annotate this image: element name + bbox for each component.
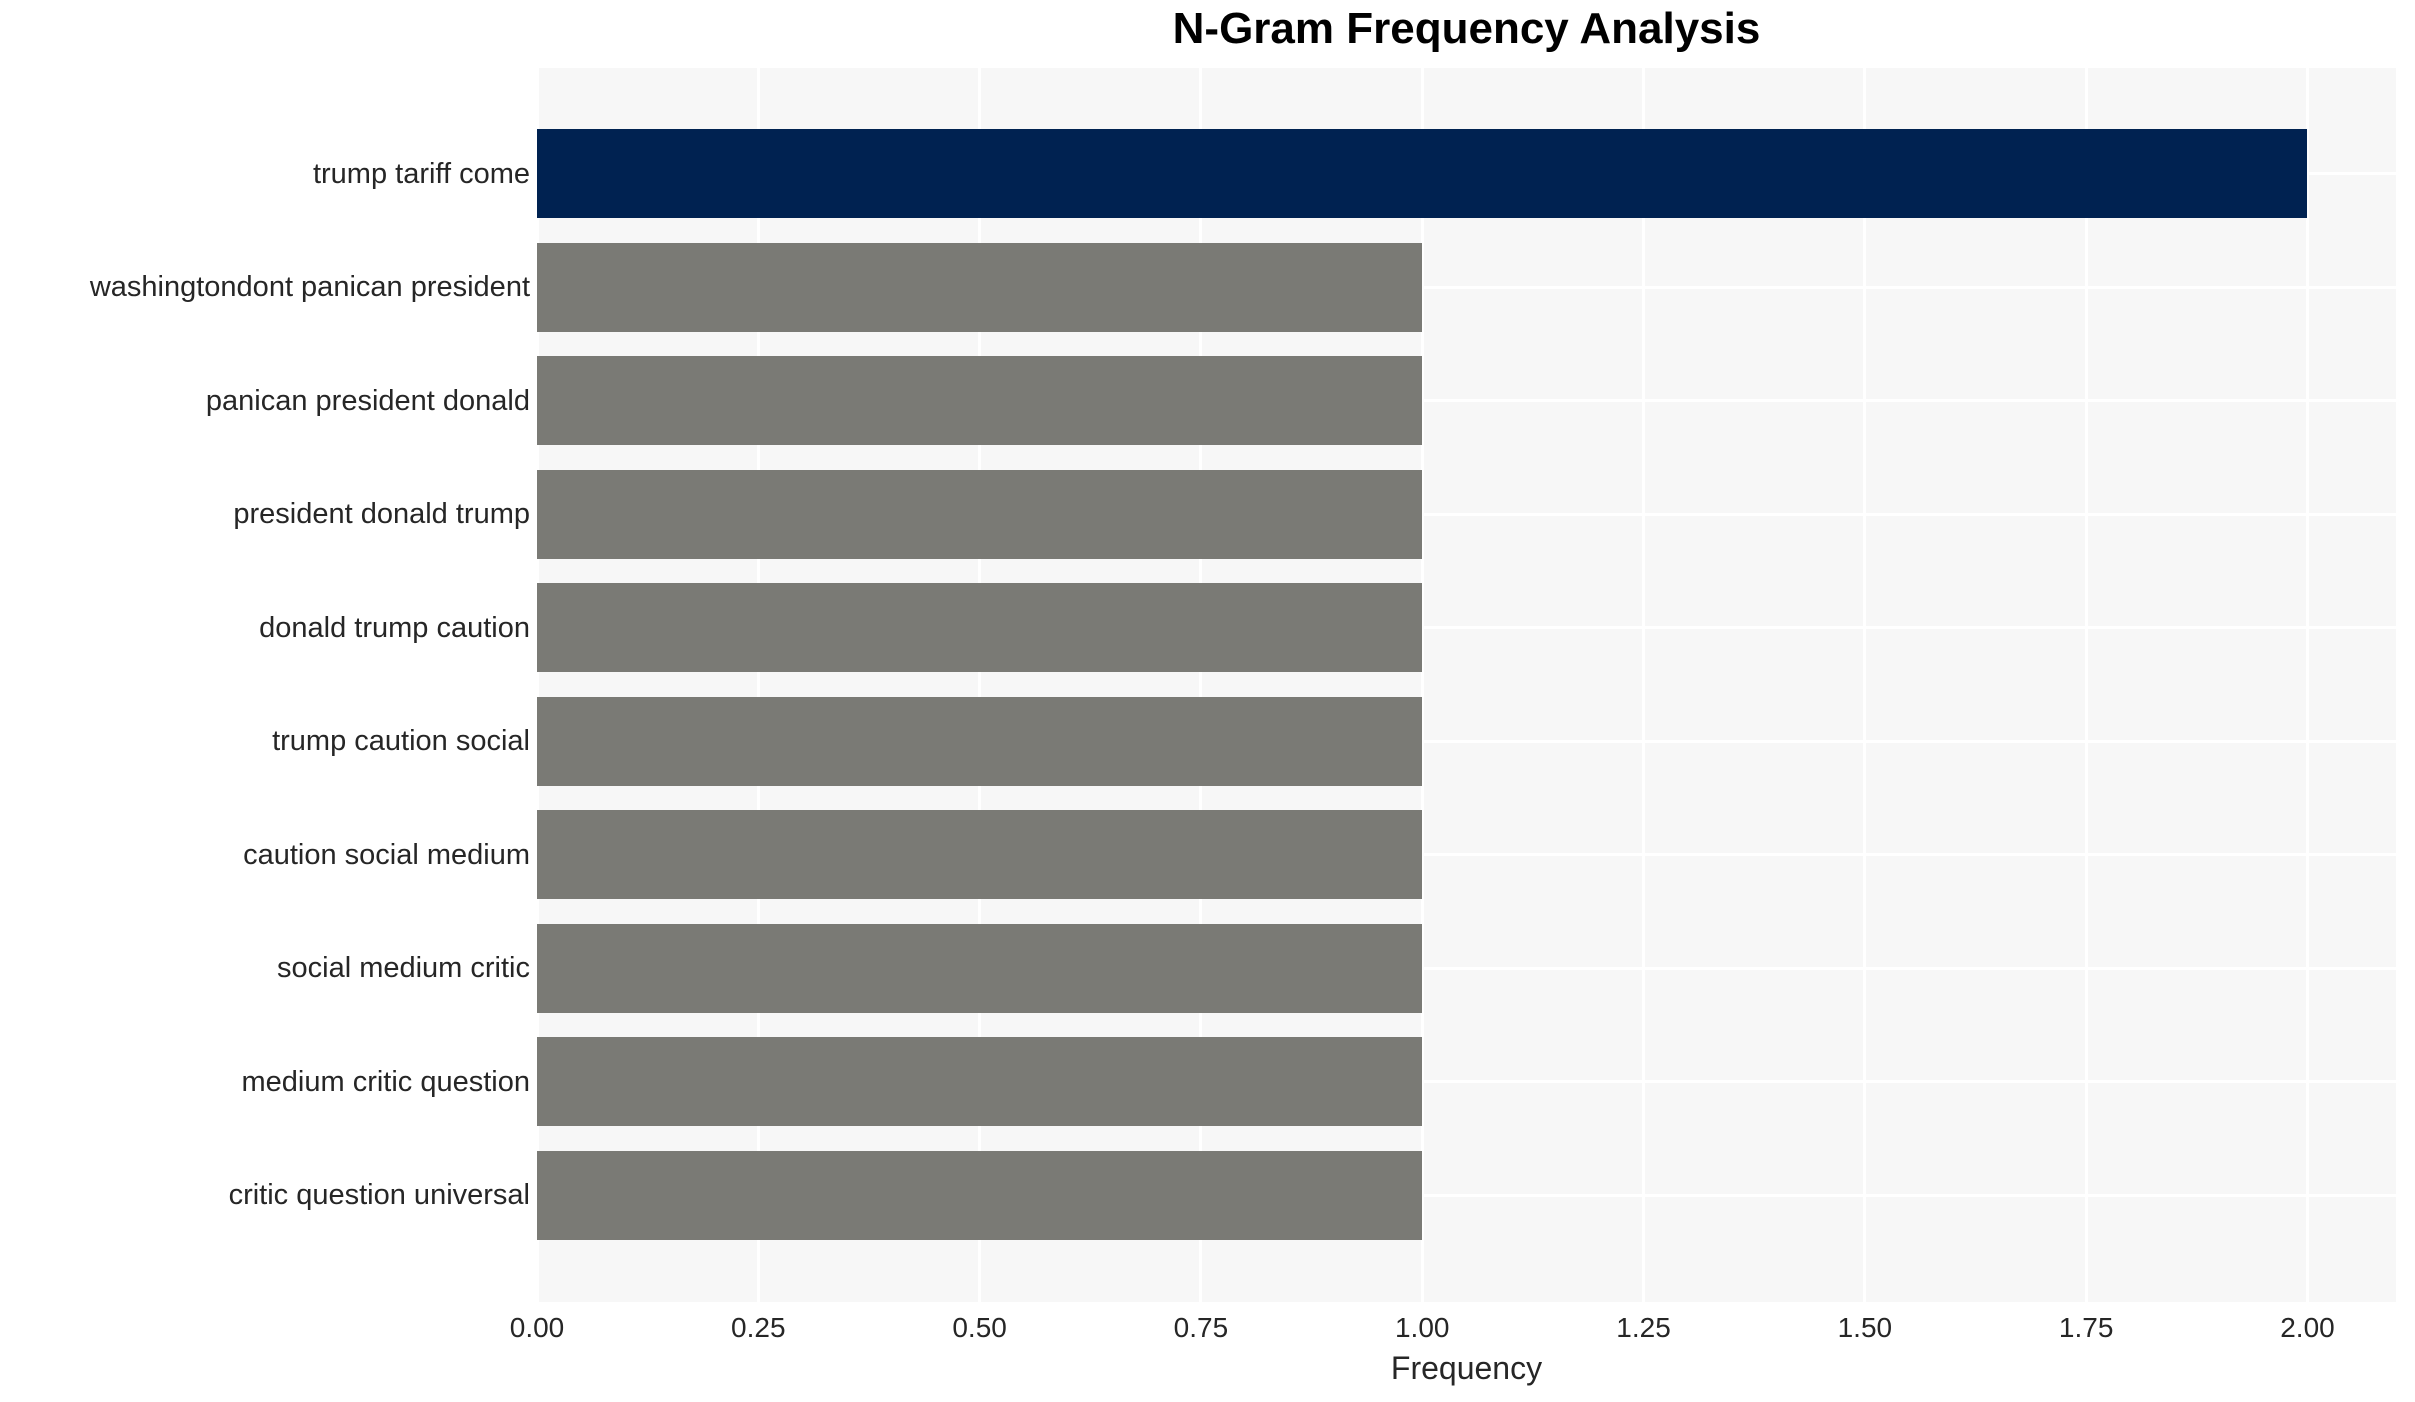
y-tick-label: critic question universal [228, 1179, 530, 1211]
bar-6 [537, 696, 1423, 786]
y-gridline [537, 739, 2396, 743]
y-tick-label: washingtondont panican president [89, 271, 530, 303]
y-tick-label: medium critic question [241, 1065, 531, 1098]
x-tick-label: 1.00 [1394, 1312, 1450, 1343]
y-gridline [537, 512, 2396, 516]
y-tick-label: social medium critic [277, 952, 530, 984]
x-gridline [535, 68, 539, 1302]
x-tick-label: 1.75 [2058, 1312, 2114, 1343]
x-gridline [1863, 68, 1867, 1302]
y-gridline [537, 626, 2396, 629]
y-tick-label: president donald trump [233, 498, 530, 530]
y-gridline [537, 1080, 2396, 1083]
bar-1 [537, 129, 2308, 218]
x-gridline [1199, 68, 1203, 1302]
x-tick-label: 2.00 [2280, 1312, 2335, 1343]
bar-7 [537, 810, 1423, 899]
y-tick-label: trump caution social [272, 725, 530, 757]
y-tick-label: trump tariff come [312, 157, 530, 190]
y-tick-label: caution social medium [243, 838, 530, 871]
x-gridline [2305, 68, 2309, 1302]
y-gridline [537, 399, 2396, 402]
y-gridline [537, 285, 2396, 289]
y-gridline [537, 1193, 2396, 1197]
x-tick-label: 0.25 [731, 1312, 786, 1343]
y-gridline [537, 853, 2396, 856]
x-tick-label: 0.75 [1173, 1312, 1229, 1343]
x-tick-label: 0.50 [952, 1312, 1007, 1343]
bar-4 [537, 469, 1423, 559]
chart-title: N-Gram Frequency Analysis [1172, 4, 1761, 53]
bar-5 [537, 583, 1423, 672]
y-tick-label: panican president donald [205, 384, 530, 417]
x-axis-title: Frequency [1390, 1350, 1543, 1386]
plot-area [535, 68, 2396, 1302]
x-gridline [2084, 68, 2088, 1302]
x-tick-label: 0.00 [509, 1312, 565, 1343]
bar-3 [537, 356, 1423, 445]
x-gridline [978, 68, 982, 1302]
x-tick-label: 1.50 [1837, 1312, 1893, 1343]
bar-9 [537, 1037, 1423, 1126]
bar-10 [537, 1150, 1423, 1240]
bar-8 [537, 923, 1423, 1013]
x-tick-label: 1.25 [1616, 1312, 1671, 1343]
x-gridline [1420, 68, 1424, 1302]
y-tick-label: donald trump caution [259, 611, 530, 644]
y-gridline [537, 966, 2396, 970]
bar-2 [537, 242, 1423, 332]
x-gridline [1642, 68, 1646, 1302]
x-gridline [756, 68, 760, 1302]
